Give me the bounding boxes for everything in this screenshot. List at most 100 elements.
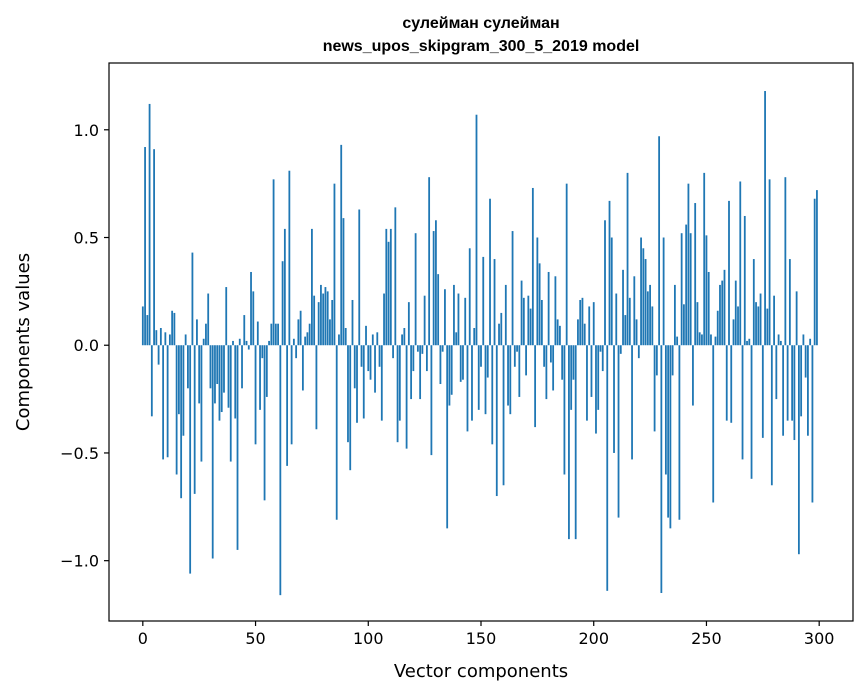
bar-252 — [710, 334, 712, 346]
bar-192 — [574, 345, 577, 540]
bar-17 — [180, 345, 183, 499]
bar-90 — [344, 328, 347, 346]
bar-213 — [622, 269, 624, 346]
bar-50 — [254, 345, 257, 445]
bar-80 — [322, 293, 325, 346]
bar-264 — [737, 306, 739, 346]
bar-151 — [482, 256, 485, 346]
bar-259 — [725, 345, 728, 421]
bar-152 — [484, 345, 487, 415]
bar-101 — [369, 345, 372, 380]
bar-290 — [795, 291, 798, 346]
bar-283 — [779, 340, 782, 346]
bar-26 — [200, 345, 203, 462]
bar-25 — [198, 345, 201, 404]
bar-167 — [518, 345, 521, 397]
bar-42 — [236, 345, 239, 550]
bar-195 — [581, 297, 584, 346]
bar-157 — [495, 345, 498, 497]
bar-63 — [283, 228, 286, 346]
bar-168 — [520, 280, 523, 346]
bar-198 — [588, 306, 591, 346]
bar-288 — [791, 345, 794, 421]
bar-23 — [193, 345, 196, 494]
bar-74 — [308, 323, 311, 346]
bar-10 — [164, 332, 167, 346]
bar-200 — [592, 302, 595, 346]
x-tick-label: 50 — [245, 629, 265, 648]
bar-179 — [545, 345, 548, 400]
bar-123 — [419, 345, 422, 400]
bar-211 — [617, 345, 620, 518]
bar-178 — [543, 345, 546, 367]
bar-39 — [229, 345, 232, 462]
bar-11 — [166, 345, 169, 458]
bar-34 — [218, 345, 221, 421]
bar-286 — [786, 345, 789, 421]
bar-202 — [597, 345, 600, 410]
y-tick-label: 0.0 — [74, 336, 99, 355]
bar-27 — [202, 338, 205, 346]
bar-130 — [435, 220, 437, 346]
bar-143 — [464, 297, 467, 346]
bar-242 — [687, 183, 690, 346]
bar-4 — [150, 345, 153, 417]
bar-70 — [299, 310, 302, 346]
x-tick-label: 250 — [691, 629, 722, 648]
bar-77 — [315, 345, 318, 430]
bar-228 — [655, 345, 658, 376]
bar-196 — [583, 323, 586, 346]
bar-111 — [392, 345, 394, 359]
bar-188 — [565, 183, 568, 346]
bar-204 — [601, 345, 604, 372]
bar-231 — [662, 237, 665, 346]
bar-233 — [667, 345, 670, 518]
bar-190 — [570, 345, 573, 410]
bar-108 — [385, 228, 388, 346]
bar-100 — [367, 345, 370, 372]
bar-48 — [250, 271, 252, 346]
bar-270 — [750, 345, 753, 479]
bar-56 — [268, 340, 270, 346]
bar-240 — [683, 304, 685, 346]
bar-172 — [529, 308, 532, 346]
bar-162 — [507, 345, 509, 406]
bar-279 — [770, 345, 773, 486]
bar-292 — [800, 345, 803, 417]
bar-28 — [205, 323, 207, 346]
bar-150 — [480, 345, 482, 367]
bar-226 — [651, 306, 654, 346]
bar-107 — [383, 293, 385, 346]
bar-88 — [340, 144, 343, 346]
plot-frame — [108, 62, 854, 622]
bar-224 — [646, 291, 649, 346]
bar-98 — [362, 345, 365, 419]
bar-24 — [196, 319, 198, 346]
bar-114 — [398, 345, 401, 421]
bar-205 — [604, 220, 606, 346]
bar-44 — [241, 345, 243, 389]
bar-133 — [441, 345, 444, 352]
bar-137 — [450, 345, 453, 395]
bar-14 — [173, 312, 176, 346]
bar-94 — [353, 345, 356, 389]
bar-294 — [804, 345, 807, 378]
x-tick-label: 300 — [804, 629, 835, 648]
bar-287 — [788, 259, 791, 346]
y-tick-label: 0.5 — [74, 229, 99, 248]
bar-139 — [455, 332, 458, 346]
bar-57 — [270, 323, 273, 346]
bar-138 — [453, 284, 455, 346]
bar-161 — [504, 284, 507, 346]
bar-144 — [466, 345, 469, 432]
bar-160 — [502, 345, 505, 486]
bar-219 — [635, 319, 638, 346]
bar-1 — [144, 147, 146, 346]
bar-75 — [311, 228, 313, 346]
bar-275 — [761, 345, 764, 438]
bar-140 — [457, 293, 460, 346]
bar-119 — [410, 345, 413, 400]
bar-209 — [613, 345, 615, 453]
bar-181 — [549, 345, 552, 363]
